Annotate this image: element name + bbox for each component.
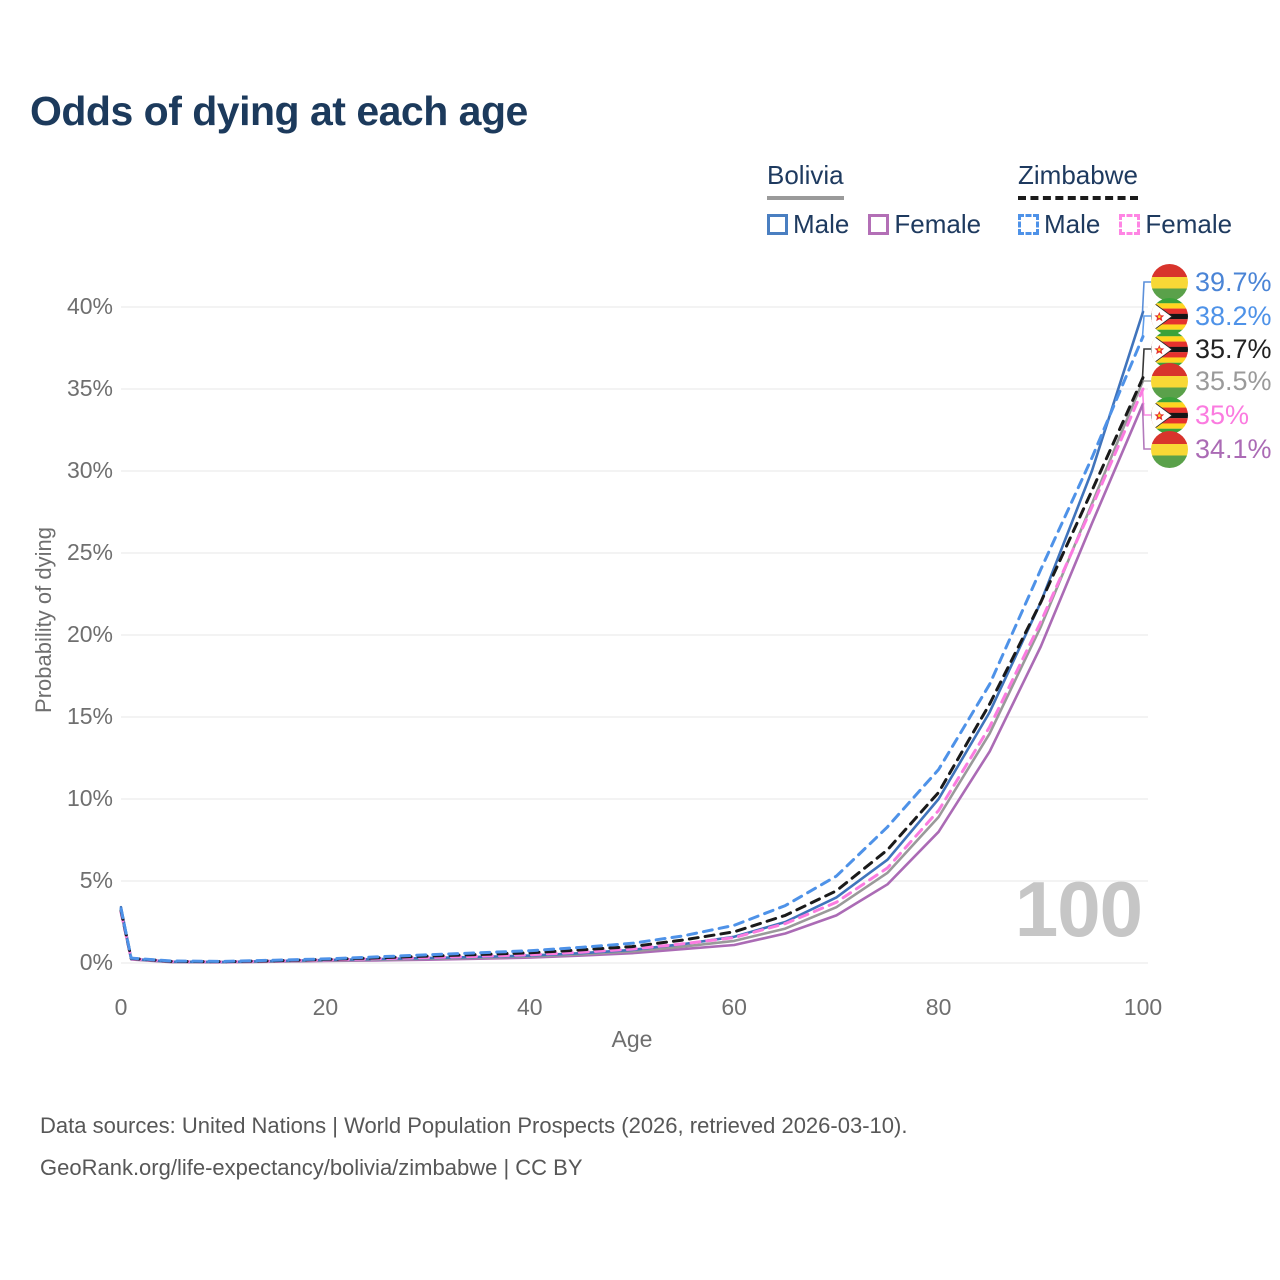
series-line-bolivia-total <box>119 379 1145 964</box>
legend-swatch-icon <box>1018 214 1039 235</box>
legend-item-label: Female <box>894 209 982 239</box>
x-tick-label: 60 <box>721 994 747 1020</box>
leader-line-zimbabwe-total <box>1141 348 1151 378</box>
data-source-line: Data sources: United Nations | World Pop… <box>40 1113 908 1138</box>
series-line-zimbabwe-total <box>119 376 1145 964</box>
attribution-line: GeoRank.org/life-expectancy/bolivia/zimb… <box>40 1155 583 1180</box>
age-counter-watermark: 100 <box>1014 865 1143 953</box>
bolivia-flag-icon <box>1151 430 1188 468</box>
end-value-zimbabwe-total: 35.7% <box>1195 334 1272 364</box>
legend-items-zimbabwe: Male Female <box>1018 209 1232 240</box>
leader-line-bolivia-male <box>1141 281 1151 312</box>
x-axis-label: Age <box>611 1026 653 1052</box>
end-label-bolivia-total: 35.5% <box>1151 362 1272 400</box>
legend-swatch-icon <box>1119 214 1141 235</box>
y-tick-label: 30% <box>66 457 113 483</box>
legend-group-zimbabwe: Zimbabwe Male Female <box>1018 160 1232 240</box>
series-line-bolivia-male <box>119 310 1145 964</box>
x-tick-label: 20 <box>312 994 339 1020</box>
end-label-bolivia-female: 34.1% <box>1151 430 1272 468</box>
zimbabwe-flag-icon <box>1151 297 1188 335</box>
end-value-bolivia-total: 35.5% <box>1195 366 1272 396</box>
legend-item-zimbabwe-female[interactable]: Female <box>1119 209 1232 240</box>
end-value-zimbabwe-female: 35% <box>1195 400 1250 430</box>
y-tick-label: 0% <box>79 949 113 975</box>
series-line-zimbabwe-female <box>119 387 1145 964</box>
end-value-zimbabwe-male: 38.2% <box>1195 301 1272 331</box>
end-label-bolivia-male: 39.7% <box>1151 263 1272 301</box>
bolivia-flag-icon <box>1151 263 1188 301</box>
end-value-bolivia-male: 39.7% <box>1195 267 1272 297</box>
leader-line-bolivia-female <box>1141 403 1151 450</box>
y-tick-label: 15% <box>66 703 113 729</box>
end-value-bolivia-female: 34.1% <box>1195 434 1272 464</box>
footer: Data sources: United Nations | World Pop… <box>40 1105 907 1189</box>
y-tick-label: 20% <box>66 621 113 647</box>
page-title: Odds of dying at each age <box>30 88 528 134</box>
y-tick-label: 5% <box>79 867 113 893</box>
legend-country-zimbabwe[interactable]: Zimbabwe <box>1018 160 1138 200</box>
y-tick-label: 10% <box>66 785 113 811</box>
bolivia-flag-icon <box>1151 362 1188 400</box>
series-line-zimbabwe-male <box>119 335 1145 963</box>
legend-swatch-icon <box>767 214 788 235</box>
legend-item-label: Female <box>1145 209 1233 239</box>
legend-item-label: Male <box>793 209 850 239</box>
legend-group-bolivia: Bolivia Male Female <box>767 160 981 240</box>
x-tick-label: 0 <box>114 994 128 1020</box>
legend-country-bolivia[interactable]: Bolivia <box>767 160 844 200</box>
leader-line-zimbabwe-female <box>1141 388 1151 416</box>
x-tick-label: 100 <box>1123 994 1163 1020</box>
y-tick-label: 35% <box>66 375 113 401</box>
y-tick-label: 25% <box>66 539 113 565</box>
x-tick-label: 40 <box>517 994 543 1020</box>
legend-item-label: Male <box>1044 209 1101 239</box>
legend-item-bolivia-female[interactable]: Female <box>868 209 981 240</box>
legend-items-bolivia: Male Female <box>767 209 981 240</box>
legend-item-bolivia-male[interactable]: Male <box>767 209 849 240</box>
y-tick-label: 40% <box>66 293 113 319</box>
leader-line-zimbabwe-male <box>1141 315 1151 337</box>
zimbabwe-flag-icon <box>1151 396 1188 434</box>
end-label-zimbabwe-female: 35% <box>1151 396 1249 434</box>
x-tick-label: 80 <box>925 994 952 1020</box>
legend-swatch-icon <box>868 214 890 235</box>
legend-item-zimbabwe-male[interactable]: Male <box>1018 209 1100 240</box>
